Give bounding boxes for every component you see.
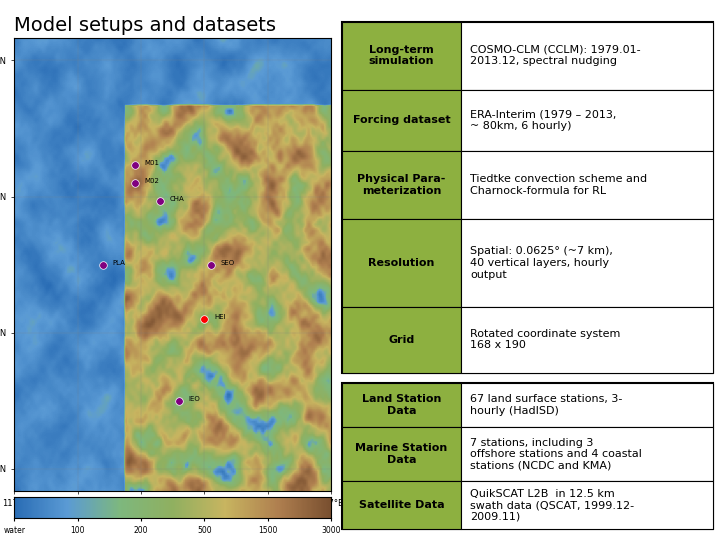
Text: Forcing dataset: Forcing dataset: [353, 116, 450, 125]
Bar: [342, 427, 461, 481]
Bar: [342, 307, 461, 373]
Bar: [461, 90, 713, 151]
Bar: [342, 219, 461, 307]
Point: [129, 179, 140, 187]
Bar: [461, 427, 713, 481]
Bar: [342, 481, 461, 529]
Text: Resolution: Resolution: [368, 258, 434, 268]
Text: 67 land surface stations, 3-
hourly (HadISD): 67 land surface stations, 3- hourly (Had…: [470, 394, 622, 416]
Bar: [461, 307, 713, 373]
Text: IEO: IEO: [189, 396, 200, 402]
Point: [129, 160, 140, 169]
Text: 7 stations, including 3
offshore stations and 4 coastal
stations (NCDC and KMA): 7 stations, including 3 offshore station…: [470, 437, 642, 471]
Point: [174, 396, 185, 405]
Text: ERA-Interim (1979 – 2013,
~ 80km, 6 hourly): ERA-Interim (1979 – 2013, ~ 80km, 6 hour…: [470, 110, 616, 131]
Point: [205, 260, 217, 269]
Bar: [461, 383, 713, 427]
Text: Long-term
simulation: Long-term simulation: [369, 45, 434, 66]
Text: CHA: CHA: [170, 196, 184, 202]
Text: QuikSCAT L2B  in 12.5 km
swath data (QSCAT, 1999.12-
2009.11): QuikSCAT L2B in 12.5 km swath data (QSCA…: [470, 489, 634, 522]
Bar: [342, 383, 461, 427]
Text: Model setups and datasets: Model setups and datasets: [14, 16, 276, 35]
Text: Grid: Grid: [388, 335, 415, 345]
Text: HEI: HEI: [214, 314, 225, 320]
Point: [154, 197, 166, 205]
Text: M02: M02: [144, 178, 159, 184]
Text: Satellite Data: Satellite Data: [359, 500, 444, 510]
Text: Physical Para-
meterization: Physical Para- meterization: [357, 174, 446, 196]
Text: Spatial: 0.0625° (~7 km),
40 vertical layers, hourly
output: Spatial: 0.0625° (~7 km), 40 vertical la…: [470, 246, 613, 280]
Text: Tiedtke convection scheme and
Charnock-formula for RL: Tiedtke convection scheme and Charnock-f…: [470, 174, 647, 196]
Bar: [461, 481, 713, 529]
Point: [97, 260, 109, 269]
Bar: [342, 22, 461, 90]
Bar: [461, 22, 713, 90]
Text: PLA: PLA: [112, 260, 125, 266]
Text: COSMO-CLM (CCLM): 1979.01-
2013.12, spectral nudging: COSMO-CLM (CCLM): 1979.01- 2013.12, spec…: [470, 45, 641, 66]
Text: Land Station
Data: Land Station Data: [361, 394, 441, 416]
Text: Rotated coordinate system
168 x 190: Rotated coordinate system 168 x 190: [470, 329, 621, 350]
Text: Marine Station
Data: Marine Station Data: [355, 443, 447, 465]
Bar: [342, 151, 461, 219]
Bar: [461, 151, 713, 219]
Text: M01: M01: [144, 160, 159, 166]
Text: SEO: SEO: [220, 260, 235, 266]
Bar: [342, 90, 461, 151]
Bar: [461, 219, 713, 307]
Point: [199, 315, 210, 323]
